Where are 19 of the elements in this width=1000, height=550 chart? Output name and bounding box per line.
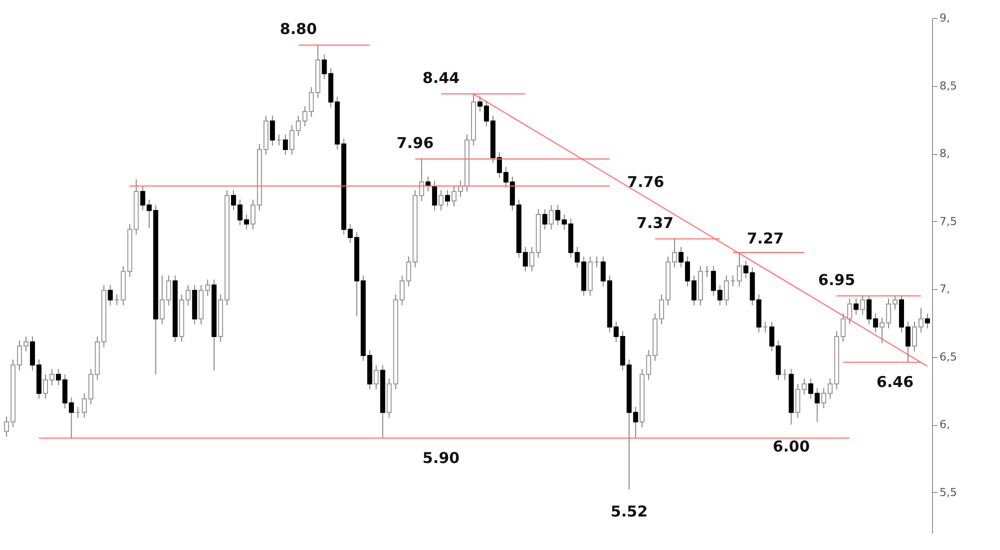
y-tick-label: 7,5 <box>940 214 957 228</box>
y-tick-label: 8, <box>940 147 950 160</box>
series-label: 6.95 <box>818 270 856 289</box>
y-tick-label: 7, <box>940 282 950 296</box>
series-label: 8.80 <box>280 20 317 38</box>
series-label: 8.44 <box>422 68 460 87</box>
y-tick-label: 5,5 <box>940 486 957 499</box>
y-tick-label: 6,5 <box>940 350 957 364</box>
text: 6.00 <box>772 438 810 456</box>
series-label: 7.96 <box>396 134 434 152</box>
series-label: 7.27 <box>746 229 784 248</box>
y-tick-label: 8,5 <box>940 79 957 92</box>
series-label: 6.46 <box>876 373 914 392</box>
text: 5.52 <box>610 502 648 521</box>
y-tick-label: 6, <box>940 418 950 432</box>
y-tick-label: 9, <box>940 12 950 24</box>
series-label: 5.90 <box>422 449 460 468</box>
series-label: 7.37 <box>636 214 674 232</box>
series-label: 7.76 <box>627 173 664 192</box>
